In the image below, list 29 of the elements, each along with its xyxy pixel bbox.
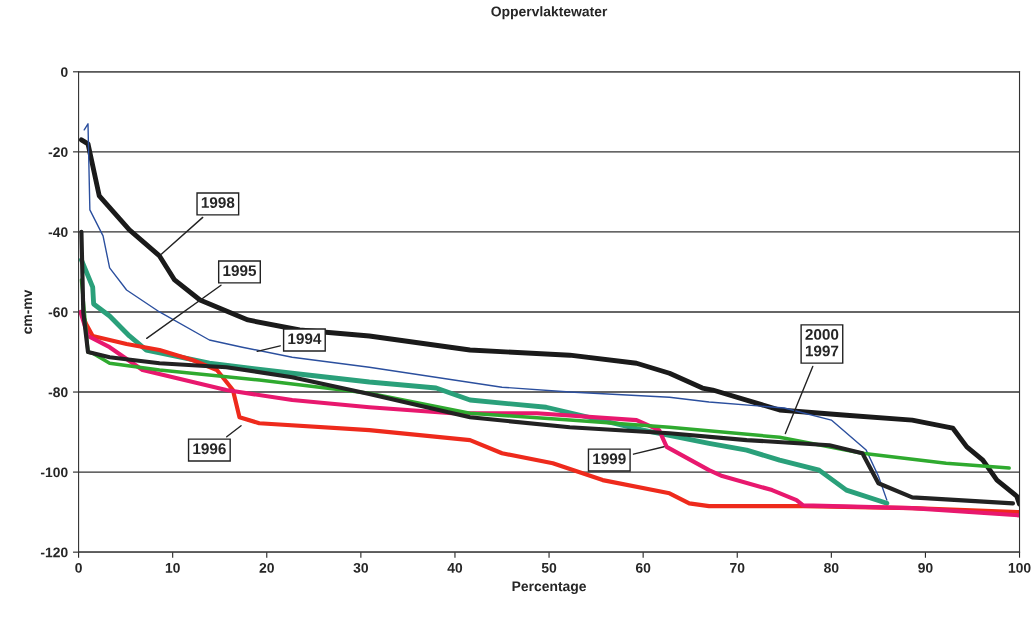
y-tick-label: -20 (48, 147, 68, 158)
annotation: 1994 (288, 333, 322, 345)
x-tick-label: 100 (1008, 562, 1031, 573)
x-tick-label: 0 (75, 562, 82, 573)
x-tick-label: 60 (635, 562, 651, 573)
y-tick-label: 0 (60, 67, 68, 77)
annotation: 1996 (193, 443, 226, 455)
annotation: 1995 (223, 265, 257, 277)
x-tick-label: 90 (918, 562, 933, 573)
y-tick-label: -40 (48, 227, 68, 238)
y-axis-title: cm-mv (24, 289, 33, 334)
x-tick-label: 50 (541, 562, 557, 573)
chart-title: Oppervlaktewater (491, 6, 608, 20)
annotation: 1999 (593, 453, 626, 465)
x-axis-title: Percentage (512, 581, 587, 595)
x-tick-label: 40 (447, 562, 463, 573)
annotation: 2000 1997 (805, 329, 839, 357)
y-tick-label: -60 (48, 307, 68, 318)
x-tick-label: 30 (353, 562, 369, 573)
y-tick-label: -100 (40, 467, 68, 478)
line-series (78, 137, 1020, 507)
x-tick-label: 70 (730, 562, 745, 573)
annotation: 1998 (201, 197, 235, 208)
x-tick-label: 80 (824, 562, 839, 573)
y-tick-label: -80 (48, 387, 68, 398)
line-series (83, 123, 888, 501)
x-tick-label: 20 (259, 562, 274, 573)
x-tick-label: 10 (165, 562, 180, 573)
y-tick-label: -120 (40, 547, 68, 558)
